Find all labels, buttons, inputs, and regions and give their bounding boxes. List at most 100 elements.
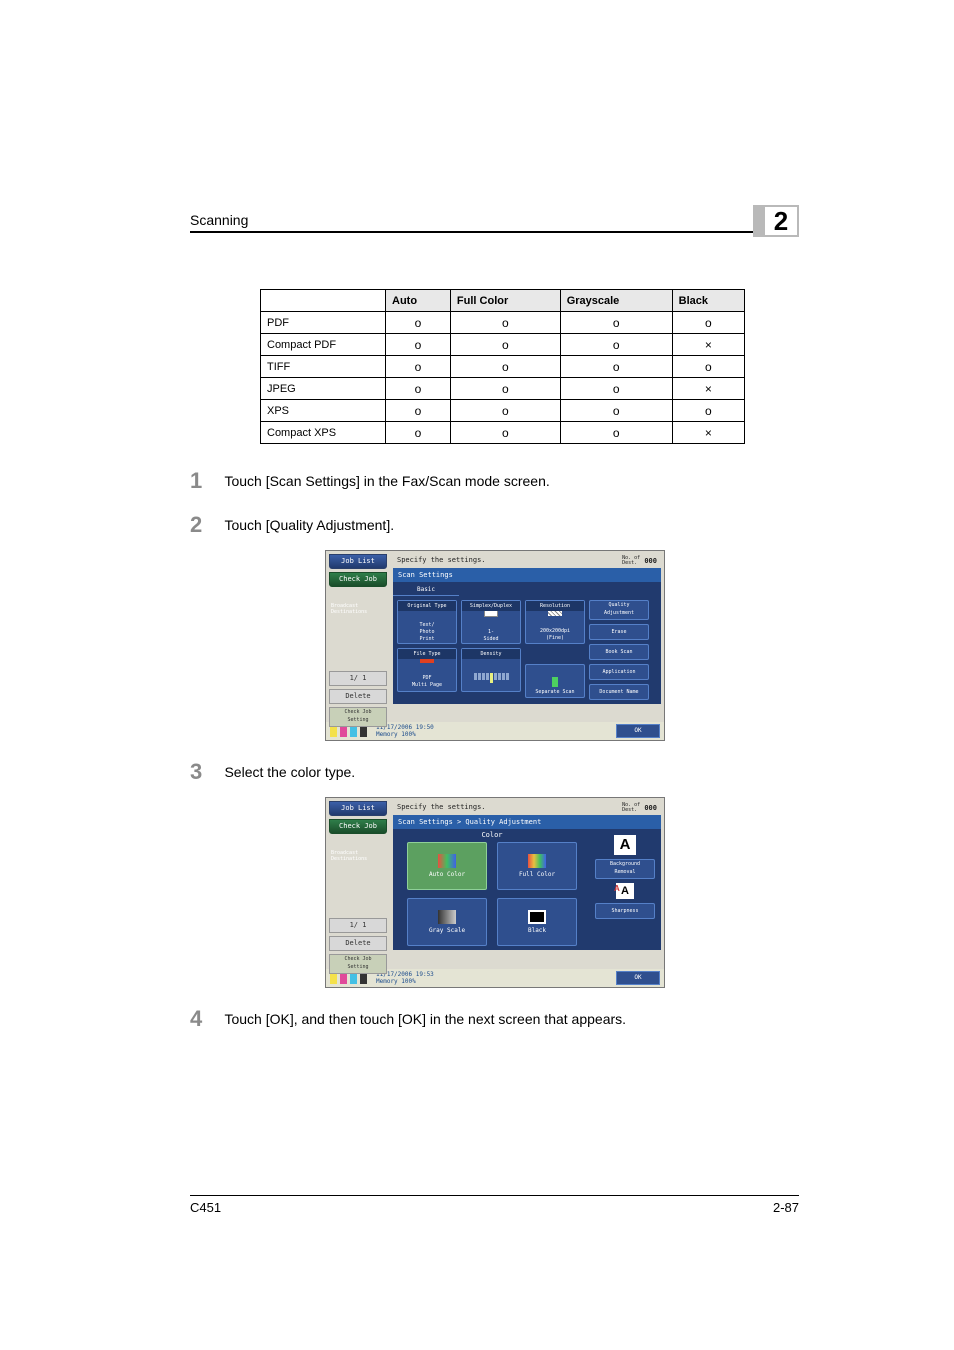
tile-header: Density — [462, 649, 520, 659]
tile-label: Full Color — [519, 871, 555, 878]
row-label: Compact PDF — [261, 334, 386, 356]
step-1: 1 Touch [Scan Settings] in the Fax/Scan … — [190, 468, 799, 494]
background-removal-button[interactable]: Background Removal — [595, 859, 655, 879]
table-row: PDF o o o o — [261, 312, 745, 334]
step-text: Touch [Scan Settings] in the Fax/Scan mo… — [224, 468, 549, 489]
check-job-tab[interactable]: Check Job — [329, 819, 387, 834]
row-label: XPS — [261, 400, 386, 422]
cell: × — [672, 422, 744, 444]
ok-button[interactable]: OK — [616, 724, 660, 738]
th-blank — [261, 290, 386, 312]
cell: o — [386, 400, 451, 422]
auto-color-tile[interactable]: Auto Color — [407, 842, 487, 890]
cell: o — [450, 356, 560, 378]
cell: o — [560, 422, 672, 444]
tile-label: Separate Scan — [535, 689, 574, 695]
check-job-setting-button[interactable]: Check Job Setting — [329, 707, 387, 727]
auto-color-icon — [438, 854, 456, 868]
row-label: TIFF — [261, 356, 386, 378]
page-indicator: 1/ 1 — [329, 918, 387, 933]
step-4: 4 Touch [OK], and then touch [OK] in the… — [190, 1006, 799, 1032]
prompt-text: Specify the settings. — [397, 803, 486, 813]
full-color-icon — [528, 854, 546, 868]
cell: o — [450, 378, 560, 400]
tile-value: Text/ Photo Print — [419, 622, 434, 643]
application-button[interactable]: Application — [589, 664, 649, 680]
device-screenshot-quality-adjustment: Job List Check Job Broadcast Destination… — [325, 797, 665, 988]
chapter-number: 2 — [765, 207, 797, 235]
job-list-tab[interactable]: Job List — [329, 801, 387, 816]
cell: o — [386, 378, 451, 400]
tile-value: 1- Sided — [483, 629, 498, 643]
step-text: Touch [OK], and then touch [OK] in the n… — [224, 1006, 626, 1027]
prompt-text: Specify the settings. — [397, 556, 486, 566]
gray-scale-icon — [438, 910, 456, 924]
cell: o — [386, 356, 451, 378]
erase-button[interactable]: Erase — [589, 624, 649, 640]
delete-button[interactable]: Delete — [329, 936, 387, 951]
row-label: PDF — [261, 312, 386, 334]
dest-counter-label: No. of Dest. — [622, 803, 640, 813]
row-label: JPEG — [261, 378, 386, 400]
table-body: PDF o o o o Compact PDF o o o × TIFF o o… — [261, 312, 745, 444]
table-row: Compact PDF o o o × — [261, 334, 745, 356]
simplex-duplex-tile[interactable]: Simplex/Duplex 1- Sided — [461, 600, 521, 644]
table-row: JPEG o o o × — [261, 378, 745, 400]
dest-counter-label: No. of Dest. — [622, 556, 640, 566]
step-text: Select the color type. — [224, 759, 355, 780]
check-job-setting-button[interactable]: Check Job Setting — [329, 954, 387, 974]
page-footer: C451 2-87 — [190, 1195, 799, 1215]
step-3: 3 Select the color type. — [190, 759, 799, 785]
th-fullcolor: Full Color — [450, 290, 560, 312]
cell: o — [672, 400, 744, 422]
original-type-tile[interactable]: Original Type Text/ Photo Print — [397, 600, 457, 644]
step-text: Touch [Quality Adjustment]. — [224, 512, 394, 533]
cell: o — [560, 312, 672, 334]
tile-header: File Type — [398, 649, 456, 659]
cell: o — [672, 356, 744, 378]
tile-value: PDF Multi Page — [412, 675, 442, 689]
density-meter — [474, 673, 509, 683]
gray-scale-tile[interactable]: Gray Scale — [407, 898, 487, 946]
cell: o — [672, 312, 744, 334]
black-tile[interactable]: Black — [497, 898, 577, 946]
sharpness-button[interactable]: Sharpness — [595, 903, 655, 919]
footer-pagenum: 2-87 — [773, 1200, 799, 1215]
document-name-button[interactable]: Document Name — [589, 684, 649, 700]
row-label: Compact XPS — [261, 422, 386, 444]
density-tile[interactable]: Density — [461, 648, 521, 692]
tile-label: Black — [528, 927, 546, 934]
job-list-tab[interactable]: Job List — [329, 554, 387, 569]
color-compat-table: Auto Full Color Grayscale Black PDF o o … — [260, 289, 745, 444]
tile-header: Original Type — [398, 601, 456, 611]
cell: o — [560, 400, 672, 422]
table-row: Compact XPS o o o × — [261, 422, 745, 444]
check-job-tab[interactable]: Check Job — [329, 572, 387, 587]
table-header-row: Auto Full Color Grayscale Black — [261, 290, 745, 312]
full-color-tile[interactable]: Full Color — [497, 842, 577, 890]
ok-button[interactable]: OK — [616, 971, 660, 985]
tile-header: Simplex/Duplex — [462, 601, 520, 611]
page-indicator: 1/ 1 — [329, 671, 387, 686]
dest-counter: 000 — [644, 804, 657, 812]
left-panel: Job List Check Job Broadcast Destination… — [326, 798, 390, 969]
delete-button[interactable]: Delete — [329, 689, 387, 704]
book-scan-button[interactable]: Book Scan — [589, 644, 649, 660]
separate-scan-tile[interactable]: Separate Scan — [525, 664, 585, 698]
basic-tab[interactable]: Basic — [393, 584, 459, 596]
th-black: Black — [672, 290, 744, 312]
header-section: Scanning — [190, 212, 248, 228]
cell: o — [450, 334, 560, 356]
cell: × — [672, 378, 744, 400]
cell: o — [560, 378, 672, 400]
file-type-tile[interactable]: File Type PDF Multi Page — [397, 648, 457, 692]
th-auto: Auto — [386, 290, 451, 312]
cell: o — [450, 312, 560, 334]
table-row: TIFF o o o o — [261, 356, 745, 378]
cell: o — [386, 422, 451, 444]
resolution-tile[interactable]: Resolution 200x200dpi (Fine) — [525, 600, 585, 644]
dest-counter: 000 — [644, 557, 657, 565]
page-header: Scanning 2 — [190, 205, 799, 233]
quality-adjustment-button[interactable]: Quality Adjustment — [589, 600, 649, 620]
tile-label: Auto Color — [429, 871, 465, 878]
